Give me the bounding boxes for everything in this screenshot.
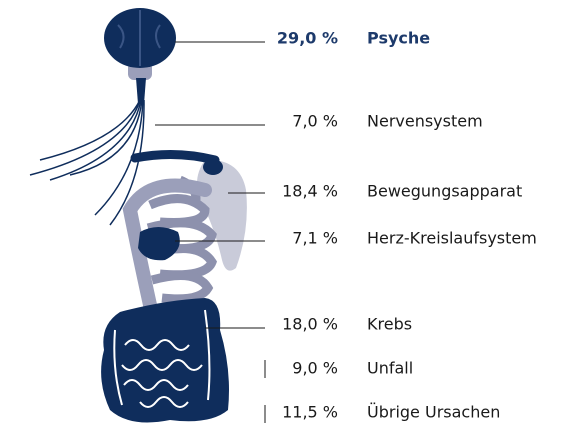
- percent-label: 7,1 %: [292, 229, 338, 248]
- percent-label: 18,4 %: [282, 182, 338, 201]
- percent-label: 7,0 %: [292, 112, 338, 131]
- category-label: Unfall: [367, 359, 413, 378]
- percent-label: 11,5 %: [282, 403, 338, 422]
- percent-label: 9,0 %: [292, 359, 338, 378]
- percent-label: 18,0 %: [282, 315, 338, 334]
- category-label: Herz-Kreislaufsystem: [367, 229, 537, 248]
- category-label: Psyche: [367, 29, 430, 48]
- category-label: Übrige Ursachen: [367, 403, 500, 422]
- percent-label: 29,0 %: [277, 29, 338, 48]
- infographic: 29,0 % Psyche 7,0 % Nervensystem 18,4 % Beweg…: [0, 0, 573, 438]
- labels: 29,0 % Psyche 7,0 % Nervensystem 18,4 % Beweg…: [277, 29, 537, 422]
- category-label: Bewegungsapparat: [367, 182, 522, 201]
- category-label: Nervensystem: [367, 112, 483, 131]
- category-label: Krebs: [367, 315, 412, 334]
- anatomy-illustration: [30, 8, 247, 422]
